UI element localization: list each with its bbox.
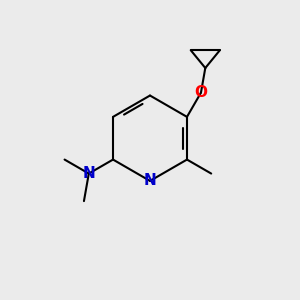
Text: O: O [194, 85, 208, 100]
Text: N: N [82, 166, 95, 181]
Text: N: N [144, 173, 156, 188]
